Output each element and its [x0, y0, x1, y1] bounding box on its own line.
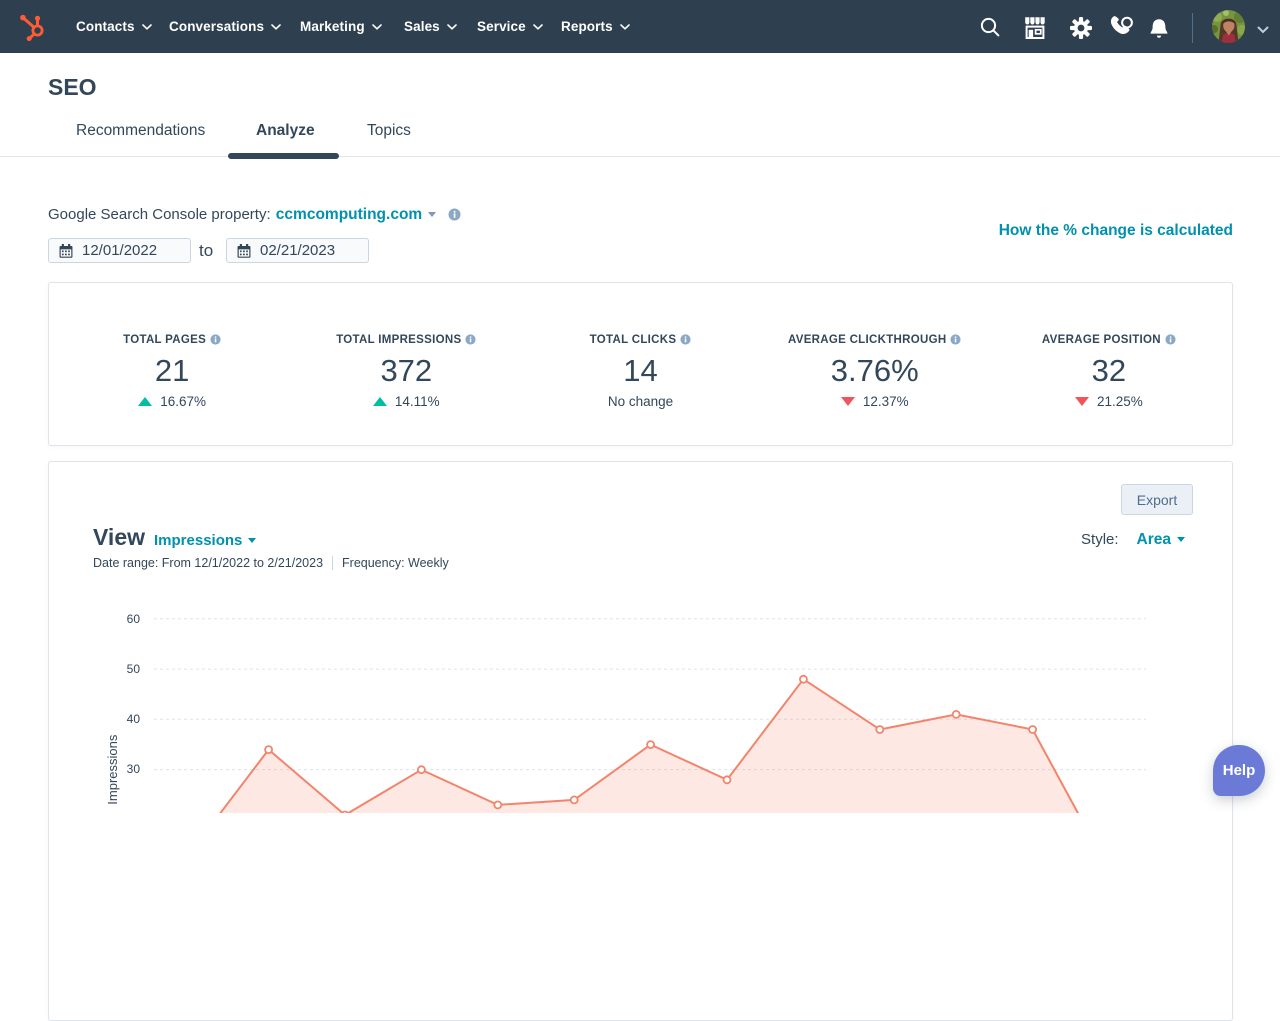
svg-text:50: 50: [127, 662, 141, 676]
svg-text:30: 30: [127, 762, 141, 776]
svg-text:Impressions: Impressions: [105, 734, 120, 805]
svg-text:40: 40: [127, 712, 141, 726]
svg-text:60: 60: [127, 612, 141, 626]
